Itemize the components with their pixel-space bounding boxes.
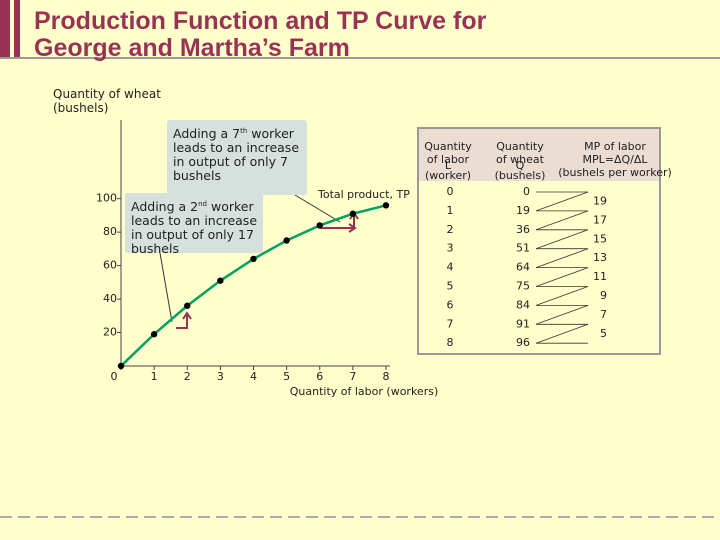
- decor-bar: [14, 0, 20, 58]
- data-point: [382, 202, 390, 209]
- table-cell: 75: [516, 280, 530, 293]
- annotation-text: worker leads to an increase in output of…: [131, 199, 258, 257]
- data-point: [117, 362, 125, 370]
- table-cell: 13: [593, 251, 607, 264]
- x-tick-label: 1: [151, 370, 158, 383]
- table-cell: 19: [593, 194, 607, 207]
- series-label: Total product, TP: [317, 188, 410, 201]
- table-cell: 91: [516, 317, 530, 330]
- zigzag: [535, 229, 589, 250]
- table-header: MP of labor: [584, 140, 646, 153]
- annotation-text: Adding a 2: [131, 199, 199, 215]
- arrow: [176, 311, 192, 329]
- x-tick-label: 8: [383, 370, 390, 383]
- data-point: [217, 277, 224, 284]
- y-tick-label: 60: [103, 259, 117, 272]
- slide-title: Production Function and TP Curve for Geor…: [34, 8, 486, 62]
- table-cell: 5: [600, 327, 607, 340]
- table-cell: 8: [447, 336, 454, 349]
- title-line: George and Martha’s Farm: [34, 34, 350, 62]
- table-cell: 4: [447, 261, 454, 274]
- table-cell: 7: [600, 308, 607, 321]
- annotation-text: worker leads to an increase in output of…: [173, 126, 300, 184]
- table-header: [419, 129, 659, 181]
- table-cell: 3: [447, 242, 454, 255]
- table-cell: 0: [447, 185, 454, 198]
- zigzag: [535, 248, 589, 268]
- table-header: Q: [516, 159, 525, 172]
- table-cell: 5: [447, 280, 454, 293]
- data-point: [150, 331, 158, 338]
- table-header: L: [445, 159, 452, 172]
- x-tick-label: 7: [349, 370, 356, 383]
- table-cell: 19: [516, 204, 530, 217]
- y-axis-label: Quantity of wheat (bushels): [53, 87, 161, 115]
- table-cell: 9: [600, 289, 607, 302]
- annotation-sup: th: [240, 127, 248, 135]
- x-tick-label: 2: [184, 370, 191, 383]
- table-cell: 11: [593, 270, 607, 283]
- table-cell: 6: [447, 298, 454, 311]
- table-header: of labor: [427, 153, 470, 166]
- table-header: (bushels): [495, 169, 546, 182]
- table-cell: 84: [516, 298, 530, 311]
- zigzag: [535, 191, 589, 212]
- y-tick-label: 20: [103, 326, 117, 339]
- data-point: [316, 222, 323, 229]
- table-header: MPL=ΔQ/ΔL: [582, 153, 648, 166]
- data-point: [250, 255, 257, 263]
- zigzag: [535, 305, 589, 325]
- data-point: [349, 210, 357, 217]
- table-cell: 0: [523, 185, 530, 198]
- x-tick-label: 6: [316, 370, 323, 383]
- table-cell: 51: [516, 242, 530, 255]
- zigzag: [535, 210, 589, 231]
- zigzag: [535, 323, 589, 344]
- table-cell: 1: [447, 204, 454, 217]
- table-cell: 17: [593, 213, 607, 226]
- table-cell: 15: [593, 232, 607, 245]
- zigzag: [535, 267, 589, 287]
- data-point: [283, 237, 290, 244]
- pointer: [294, 194, 341, 223]
- y-tick-label: 100: [96, 192, 117, 205]
- annotation-sup: nd: [198, 200, 207, 208]
- annotation: Adding a 2nd worker leads to an increase …: [125, 193, 263, 257]
- table-header: Quantity: [496, 140, 544, 153]
- x-tick-label: 5: [283, 370, 290, 383]
- pointer: [159, 252, 173, 323]
- decor-bar: [0, 0, 10, 58]
- annotation: Adding a 7th worker leads to an increase …: [167, 120, 307, 195]
- table-header: Quantity: [424, 140, 472, 153]
- data-point: [184, 302, 191, 309]
- x-axis-label: Quantity of labor (workers): [290, 385, 439, 398]
- table-header: (worker): [425, 169, 471, 182]
- table-header: (bushels per worker): [558, 166, 672, 179]
- x-tick-label: 3: [217, 370, 224, 383]
- table-header: of wheat: [496, 153, 545, 166]
- table-cell: 64: [516, 261, 530, 274]
- table-cell: 7: [447, 317, 454, 330]
- y-tick-label: 40: [103, 292, 117, 305]
- x-tick-label: 4: [250, 370, 257, 383]
- table-cell: 96: [516, 336, 530, 349]
- table-cell: 2: [447, 223, 454, 236]
- x-tick-label: 0: [111, 370, 118, 383]
- title-line: Production Function and TP Curve for: [34, 7, 487, 35]
- annotation-text: Adding a 7: [173, 126, 241, 142]
- y-tick-label: 80: [103, 225, 117, 238]
- table-cell: 36: [516, 223, 530, 236]
- zigzag: [535, 286, 589, 306]
